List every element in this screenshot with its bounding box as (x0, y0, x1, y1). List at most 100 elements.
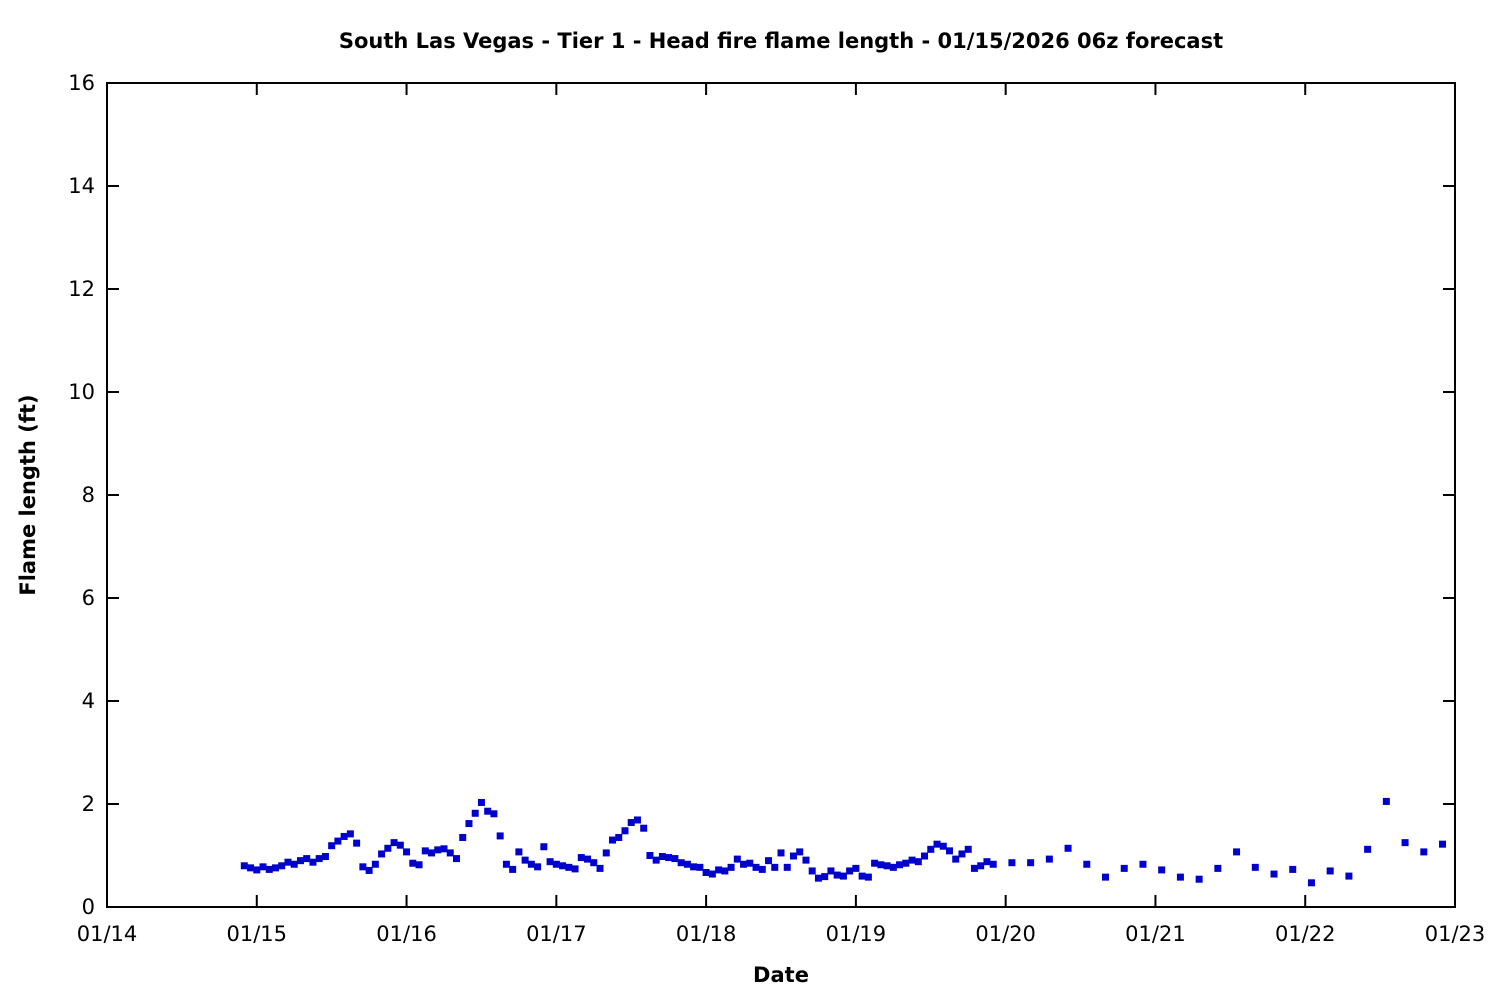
x-tick-label: 01/18 (675, 922, 737, 946)
data-point (253, 866, 261, 874)
data-point (702, 868, 710, 876)
data-point (365, 866, 373, 874)
data-point (921, 852, 929, 860)
data-point (727, 863, 735, 871)
data-point (446, 849, 454, 857)
data-point (871, 859, 879, 867)
data-point (471, 809, 479, 817)
data-point (303, 855, 311, 863)
data-point (740, 860, 748, 868)
data-point (783, 863, 791, 871)
data-point (814, 874, 822, 882)
data-point (1251, 863, 1259, 871)
data-point (490, 810, 498, 818)
data-point (952, 855, 960, 863)
data-point (652, 856, 660, 864)
data-point (1420, 848, 1428, 856)
data-point (777, 849, 785, 857)
data-point (715, 866, 723, 874)
data-point (771, 863, 779, 871)
data-point (833, 871, 841, 879)
data-point (721, 867, 729, 875)
data-point (484, 807, 492, 815)
data-point (877, 861, 885, 869)
data-point (440, 845, 448, 853)
data-point (646, 852, 654, 859)
x-tick-label: 01/17 (526, 922, 587, 946)
y-tick-label: 8 (81, 483, 95, 507)
data-point (802, 856, 810, 864)
data-point (577, 854, 585, 862)
data-point (328, 842, 336, 850)
data-point (384, 844, 392, 852)
data-point (983, 858, 991, 866)
x-tick-label: 01/16 (376, 922, 437, 946)
data-point (933, 840, 941, 848)
data-point (315, 855, 323, 863)
data-point (559, 862, 567, 870)
data-point (1102, 873, 1110, 881)
y-tick-label: 4 (81, 689, 95, 713)
data-point (902, 859, 910, 867)
data-point (259, 863, 267, 871)
data-point (846, 867, 854, 875)
data-point (708, 870, 716, 878)
y-tick-label: 6 (81, 586, 95, 610)
data-point (927, 845, 935, 853)
data-point (428, 849, 436, 857)
data-point (827, 867, 835, 875)
y-tick-label: 16 (68, 71, 95, 95)
data-point (272, 864, 280, 872)
data-point (309, 858, 317, 866)
x-tick-label: 01/23 (1424, 922, 1486, 946)
data-point (240, 862, 248, 870)
data-point (602, 849, 610, 857)
data-point (321, 853, 329, 861)
data-point (752, 863, 760, 871)
x-tick-label: 01/14 (76, 922, 138, 946)
data-point (1008, 859, 1016, 867)
data-point (1083, 860, 1091, 868)
data-point (1382, 797, 1390, 805)
data-point (977, 862, 985, 870)
data-point (1027, 859, 1035, 867)
data-point (421, 847, 429, 855)
data-point (584, 855, 592, 863)
data-point (609, 836, 617, 844)
data-point (1045, 855, 1053, 863)
data-point (789, 852, 797, 860)
data-point (1139, 860, 1147, 868)
data-point (677, 859, 685, 867)
data-point (958, 850, 966, 858)
data-point (265, 865, 273, 873)
data-point (889, 863, 897, 871)
data-point (590, 859, 598, 867)
data-point (346, 830, 354, 838)
data-point (1326, 867, 1334, 875)
data-point (571, 865, 579, 873)
x-tick-label: 01/20 (975, 922, 1036, 946)
data-point (758, 865, 766, 873)
data-point (683, 860, 691, 868)
data-point (883, 862, 891, 870)
data-point (733, 855, 741, 863)
data-point (496, 832, 504, 840)
data-point (340, 832, 348, 840)
data-point (1345, 872, 1353, 880)
data-point (371, 860, 379, 868)
data-point (621, 827, 629, 835)
data-point (1120, 864, 1128, 872)
data-point (858, 872, 866, 880)
data-point (665, 854, 673, 862)
data-point (403, 848, 411, 856)
data-point (1289, 865, 1297, 873)
x-tick-label: 01/21 (1125, 922, 1186, 946)
data-point (864, 873, 872, 881)
data-point (396, 841, 404, 849)
data-point (939, 842, 947, 850)
data-point (658, 853, 666, 861)
data-point (671, 855, 679, 863)
y-tick-label: 0 (81, 895, 95, 919)
data-point (515, 848, 523, 856)
